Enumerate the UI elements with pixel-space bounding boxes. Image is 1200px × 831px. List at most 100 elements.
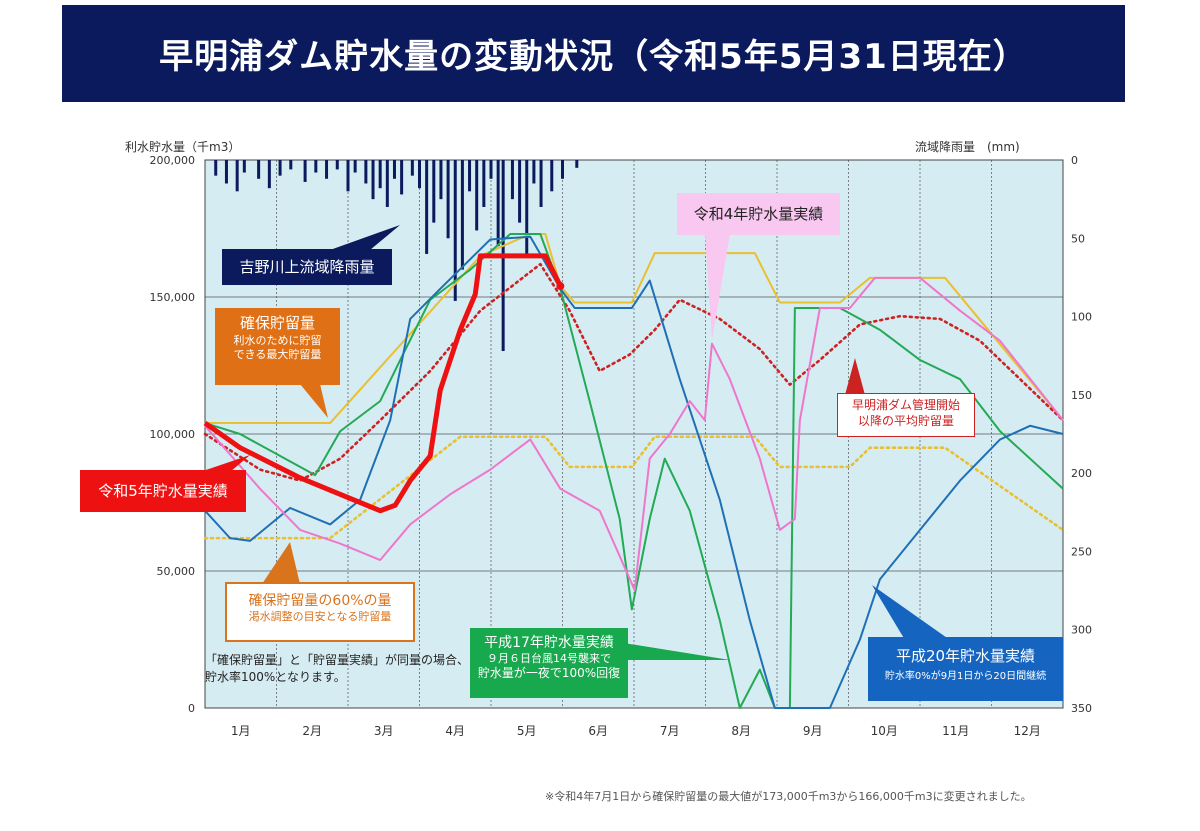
- h20-callout: 平成20年貯水量実績 貯水率0%が9月1日から20日間継続: [868, 637, 1063, 701]
- rain-bar: [410, 160, 414, 176]
- rain-bar: [289, 160, 293, 170]
- y2-tick-label: 50: [1071, 232, 1085, 245]
- rain-bar: [371, 160, 375, 200]
- r5-callout-pointer: [200, 455, 250, 472]
- rain-bar: [525, 160, 529, 254]
- rain-bar: [496, 160, 500, 247]
- capacity60-callout: 確保貯留量の60%の量 渇水調整の目安となる貯留量: [225, 582, 415, 642]
- rain-callout-pointer: [330, 225, 400, 250]
- capacity-callout-title: 確保貯留量: [239, 314, 315, 332]
- rain-bar: [468, 160, 472, 192]
- x-tick-label: 5月: [517, 724, 537, 738]
- note: 「確保貯留量」と「貯留量実績」が同量の場合、 貯水率100%となります。: [205, 652, 469, 687]
- rain-bar: [335, 160, 339, 170]
- series-cap: [205, 232, 1064, 425]
- rain-bar: [214, 160, 218, 176]
- y-tick-label: 200,000: [150, 154, 196, 167]
- y2-tick-label: 0: [1071, 154, 1078, 167]
- rain-bar: [385, 160, 389, 207]
- x-tick-label: 7月: [660, 724, 680, 738]
- y2-tick-label: 350: [1071, 702, 1092, 715]
- x-tick-label: 4月: [445, 724, 465, 738]
- rain-bar: [532, 160, 536, 184]
- rain-bar: [257, 160, 261, 179]
- rain-bar: [346, 160, 350, 192]
- rain-bar: [378, 160, 382, 189]
- rain-bar: [353, 160, 357, 173]
- page-title: 早明浦ダム貯水量の変動状況（令和5年5月31日現在）: [62, 5, 1125, 102]
- y-tick-label: 100,000: [150, 428, 196, 441]
- series-cap60: [203, 435, 1065, 540]
- capacity60-callout-pointer: [262, 542, 300, 584]
- y2-tick-label: 200: [1071, 467, 1092, 480]
- rain-callout: 吉野川上流域降雨量: [222, 249, 392, 285]
- rain-bar: [575, 160, 579, 168]
- capacity60-title: 確保貯留量の60%の量: [248, 593, 392, 609]
- rain-bar: [242, 160, 246, 173]
- capacity-callout-line2: できる最大貯留量: [233, 347, 322, 361]
- rain-bar: [278, 160, 282, 176]
- capacity60-line1: 渇水調整の目安となる貯留量: [248, 610, 392, 624]
- y-tick-label: 150,000: [150, 291, 196, 304]
- rain-bar: [325, 160, 329, 179]
- capacity-callout-pointer: [300, 384, 328, 418]
- x-tick-label: 12月: [1014, 724, 1041, 738]
- rain-bar: [432, 160, 436, 223]
- x-tick-label: 3月: [374, 724, 394, 738]
- y-axis-label: 利水貯水量（千m3）: [125, 140, 241, 154]
- footnote: ※令和4年7月1日から確保貯留量の最大値が173,000千m3から166,000…: [545, 790, 1032, 803]
- rain-bar: [392, 160, 396, 179]
- x-tick-label: 2月: [302, 724, 322, 738]
- y2-tick-label: 150: [1071, 389, 1092, 402]
- rain-bar: [510, 160, 514, 200]
- avg-line1: 早明浦ダム管理開始: [851, 398, 960, 412]
- r4-callout: 令和4年貯水量実績: [677, 193, 840, 235]
- x-tick-label: 6月: [588, 724, 608, 738]
- r5-callout: 令和5年貯水量実績: [80, 470, 246, 512]
- rain-bar: [439, 160, 443, 200]
- h20-callout-pointer: [872, 585, 950, 640]
- capacity-callout: 確保貯留量 利水のために貯留 できる最大貯留量: [215, 308, 340, 385]
- x-tick-label: 1月: [231, 724, 251, 738]
- y2-tick-label: 250: [1071, 545, 1092, 558]
- h17-callout-pointer: [605, 640, 730, 660]
- h17-title: 平成17年貯水量実績: [484, 635, 614, 651]
- rain-bar: [518, 160, 522, 223]
- rain-bar: [267, 160, 271, 189]
- x-tick-label: 11月: [942, 724, 969, 738]
- series-r5: [203, 253, 563, 514]
- rain-bar: [303, 160, 307, 182]
- avg-callout-pointer: [845, 358, 865, 395]
- rain-bar: [475, 160, 479, 231]
- series-h20: [204, 235, 1064, 709]
- h17-callout: 平成17年貯水量実績 ９月６日台風14号襲来で 貯水量が一夜で100%回復: [470, 628, 628, 698]
- r4-callout-pointer: [705, 234, 730, 340]
- rain-bar: [314, 160, 318, 173]
- y2-tick-label: 100: [1071, 311, 1092, 324]
- rain-bar: [364, 160, 368, 184]
- rain-bar: [425, 160, 429, 254]
- rain-bar: [539, 160, 543, 207]
- h20-title: 平成20年貯水量実績: [895, 647, 1036, 665]
- y2-axis-label: 流域降雨量 (mm): [915, 140, 1020, 154]
- series-h17: [204, 232, 1064, 709]
- avg-callout: 早明浦ダム管理開始 以降の平均貯留量: [837, 393, 975, 437]
- y-tick-label: 50,000: [157, 565, 196, 578]
- series-r4: [204, 276, 1064, 592]
- rain-bar: [460, 160, 464, 270]
- h20-line1: 貯水率0%が9月1日から20日間継続: [884, 670, 1047, 682]
- rain-bar: [418, 160, 421, 189]
- note-line2: 貯水率100%となります。: [205, 670, 346, 685]
- x-tick-label: 9月: [803, 724, 823, 738]
- r5-endpoint: [556, 282, 565, 291]
- rain-bar: [400, 160, 404, 195]
- rain-bar: [446, 160, 450, 239]
- rain-bar: [489, 160, 493, 179]
- rain-bar: [561, 160, 564, 179]
- x-tick-label: 8月: [731, 724, 751, 738]
- y2-tick-label: 300: [1071, 624, 1092, 637]
- avg-line2: 以降の平均貯留量: [857, 413, 954, 428]
- capacity-callout-line1: 利水のために貯留: [233, 333, 322, 347]
- x-tick-label: 10月: [871, 724, 898, 738]
